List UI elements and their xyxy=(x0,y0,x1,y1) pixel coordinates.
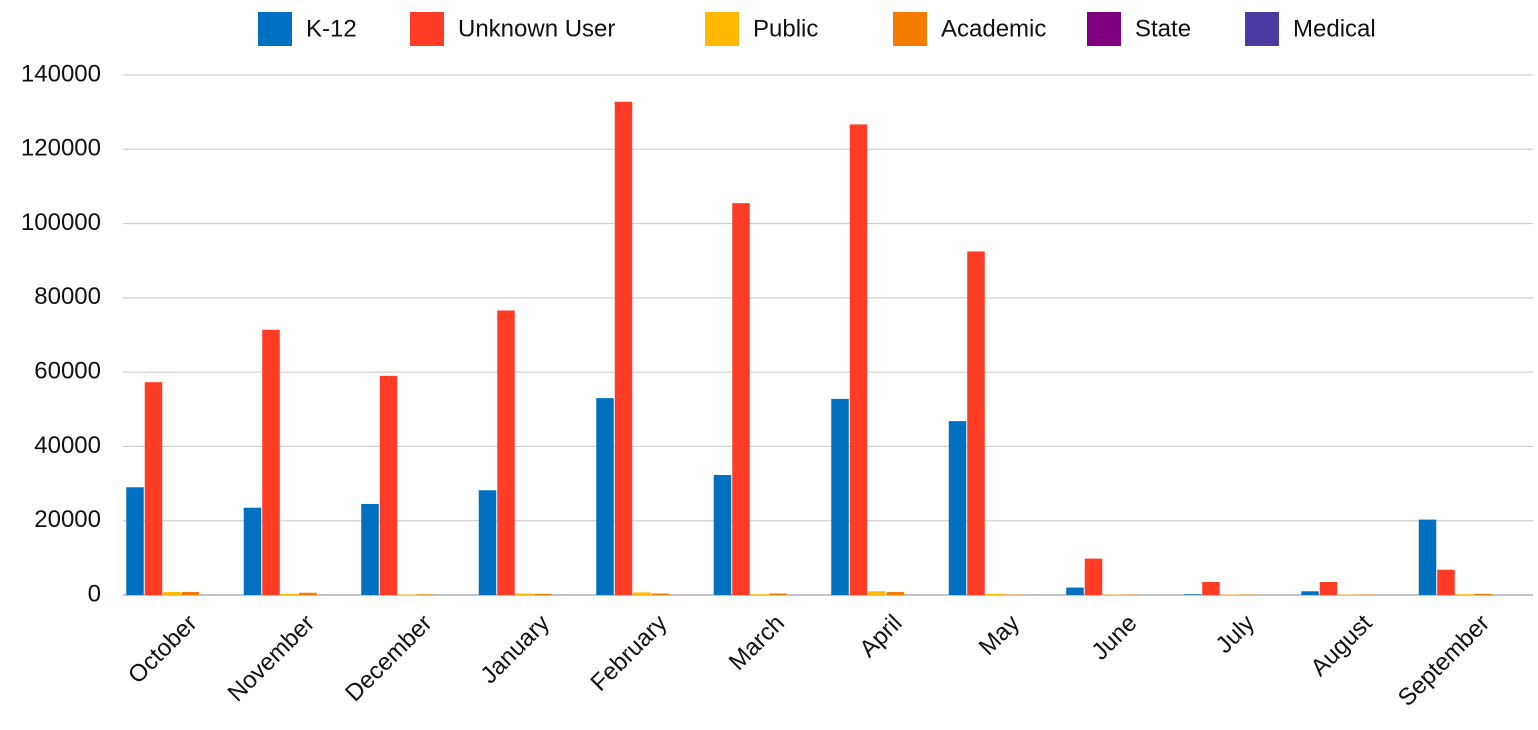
bar xyxy=(361,504,379,595)
x-tick-label: February xyxy=(585,610,672,697)
bar xyxy=(633,592,651,595)
bar xyxy=(831,398,849,595)
x-tick-label: December xyxy=(340,610,437,707)
legend-label: K-12 xyxy=(306,15,357,42)
x-tick-label: January xyxy=(476,610,555,689)
bar xyxy=(1319,582,1338,595)
bar xyxy=(262,329,280,595)
bar xyxy=(868,591,886,595)
legend-swatch xyxy=(705,12,739,46)
x-tick-label: October xyxy=(123,610,202,689)
legend-label: Unknown User xyxy=(458,15,615,42)
bar xyxy=(515,593,534,595)
bar xyxy=(1474,593,1492,595)
y-tick-label: 20000 xyxy=(34,506,101,533)
bar xyxy=(1418,519,1437,595)
legend-swatch xyxy=(1087,12,1121,46)
x-tick-label: June xyxy=(1087,610,1143,666)
bar xyxy=(1066,587,1084,595)
bar xyxy=(243,507,262,595)
bar xyxy=(750,594,769,595)
bar xyxy=(181,592,200,595)
x-tick-label: April xyxy=(854,610,907,663)
bar xyxy=(614,101,633,595)
y-tick-label: 100000 xyxy=(21,209,101,236)
x-tick-label: March xyxy=(724,610,790,676)
bar xyxy=(280,593,299,595)
legend-swatch xyxy=(410,12,444,46)
bar xyxy=(967,251,985,595)
legend-swatch xyxy=(893,12,927,46)
x-tick-label: November xyxy=(223,610,320,707)
bar xyxy=(163,592,181,595)
x-tick-label: September xyxy=(1393,610,1495,712)
bar xyxy=(1437,569,1455,595)
bar xyxy=(497,310,515,595)
bar xyxy=(478,490,497,595)
legend-label: Medical xyxy=(1293,15,1376,42)
bar xyxy=(1202,582,1220,595)
legend-label: State xyxy=(1135,15,1191,42)
bar xyxy=(1301,591,1319,595)
legend-swatch xyxy=(1245,12,1279,46)
y-tick-label: 140000 xyxy=(21,60,101,87)
bar xyxy=(886,592,905,595)
x-tick-label: May xyxy=(974,610,1025,661)
bar xyxy=(299,592,317,595)
bar xyxy=(948,421,967,595)
legend-swatch xyxy=(258,12,292,46)
bar xyxy=(713,475,732,595)
y-tick-label: 0 xyxy=(88,580,101,607)
y-tick-label: 80000 xyxy=(34,283,101,310)
bar xyxy=(534,593,552,595)
bar xyxy=(144,382,163,595)
bar xyxy=(769,593,787,595)
bar xyxy=(1455,594,1474,595)
bar xyxy=(379,375,398,595)
legend-label: Academic xyxy=(941,15,1046,42)
bar xyxy=(651,593,670,595)
legend-label: Public xyxy=(753,15,818,42)
bar xyxy=(596,398,614,595)
bar xyxy=(849,124,868,596)
x-tick-label: July xyxy=(1211,610,1260,659)
bar xyxy=(1084,558,1103,595)
y-tick-label: 40000 xyxy=(34,432,101,459)
bar xyxy=(985,593,1004,595)
bar xyxy=(126,487,144,595)
bar xyxy=(732,203,750,595)
bar xyxy=(416,594,435,595)
x-tick-label: August xyxy=(1306,609,1378,681)
y-tick-label: 60000 xyxy=(34,357,101,384)
bar xyxy=(1183,594,1202,595)
y-tick-label: 120000 xyxy=(21,135,101,162)
